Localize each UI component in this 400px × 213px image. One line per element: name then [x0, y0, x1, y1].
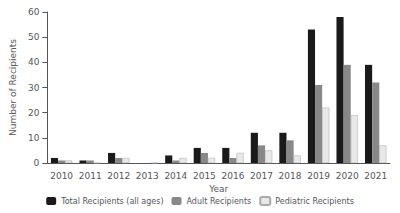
svg-text:2013: 2013 — [136, 171, 159, 181]
svg-text:2015: 2015 — [193, 171, 216, 181]
svg-text:2014: 2014 — [164, 171, 187, 181]
svg-text:40: 40 — [28, 57, 40, 67]
svg-text:2021: 2021 — [364, 171, 387, 181]
svg-text:2018: 2018 — [279, 171, 302, 181]
svg-text:20: 20 — [28, 108, 40, 118]
svg-text:2019: 2019 — [307, 171, 330, 181]
svg-text:Number of Recipients: Number of Recipients — [8, 39, 18, 136]
svg-text:2011: 2011 — [79, 171, 102, 181]
svg-text:30: 30 — [28, 83, 40, 93]
svg-text:60: 60 — [28, 7, 40, 17]
svg-text:0: 0 — [34, 158, 40, 168]
svg-text:2017: 2017 — [250, 171, 273, 181]
svg-text:Pediatric Recipients: Pediatric Recipients — [275, 197, 354, 206]
svg-text:10: 10 — [28, 133, 40, 143]
svg-text:50: 50 — [28, 32, 40, 42]
svg-text:2020: 2020 — [336, 171, 359, 181]
svg-text:Adult Recipients: Adult Recipients — [186, 197, 251, 206]
svg-text:2010: 2010 — [50, 171, 73, 181]
svg-text:2012: 2012 — [107, 171, 130, 181]
svg-text:2016: 2016 — [221, 171, 244, 181]
svg-text:Total Recipients (all ages): Total Recipients (all ages) — [60, 197, 163, 206]
svg-text:Year: Year — [208, 184, 228, 194]
